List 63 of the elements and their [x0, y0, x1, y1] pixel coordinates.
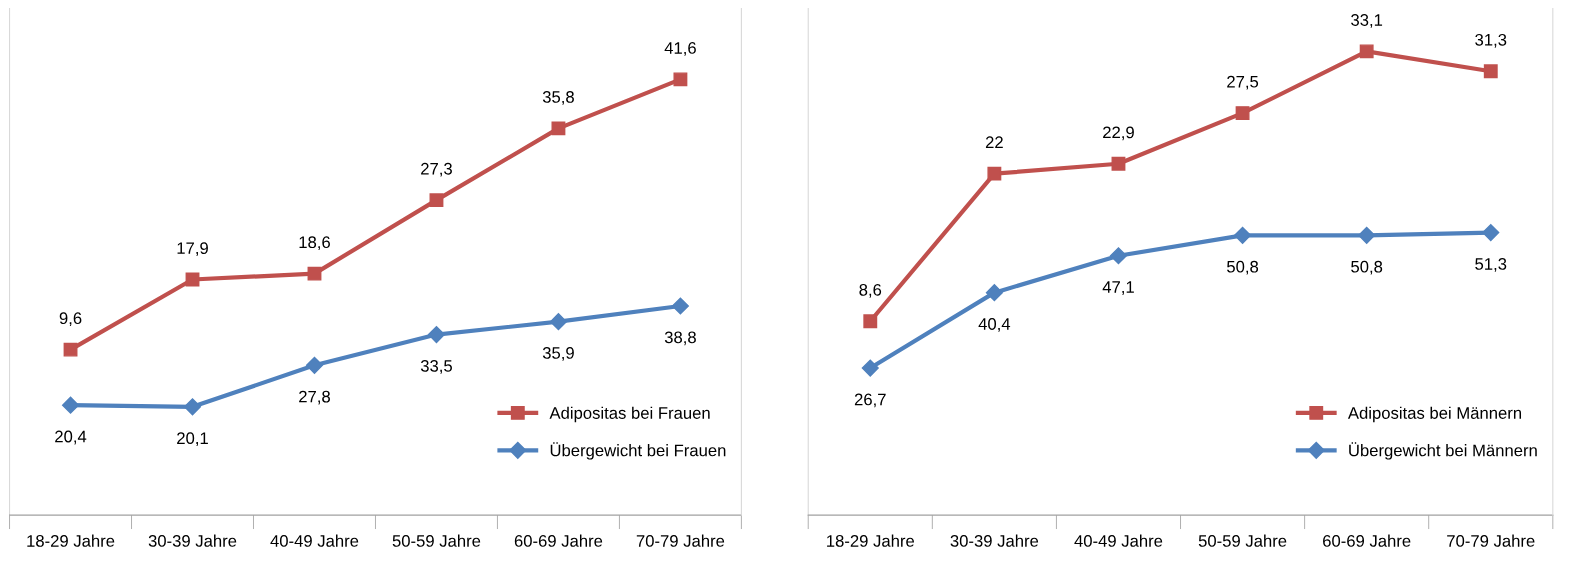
- data-label: 20,1: [177, 432, 208, 447]
- point: [1483, 64, 1498, 79]
- x-tick-label: 70-79 Jahre: [1447, 534, 1535, 547]
- x-tick-label: 18-29 Jahre: [27, 534, 115, 547]
- x-tick-label: 50-59 Jahre: [1198, 534, 1287, 547]
- point: [183, 398, 202, 416]
- point: [861, 359, 879, 377]
- x-tick-label: 40-49 Jahre: [270, 534, 359, 547]
- point: [63, 342, 78, 357]
- data-label: 27,8: [299, 390, 330, 405]
- point: [61, 396, 80, 414]
- legend-label: Übergewicht bei Männern: [1349, 442, 1537, 460]
- x-tick-label: 30-39 Jahre: [148, 534, 237, 547]
- data-label: 51,3: [1475, 258, 1507, 272]
- point: [549, 313, 567, 331]
- x-tick-label: 18-29 Jahre: [827, 534, 915, 547]
- x-tick-label: 60-69 Jahre: [1323, 534, 1411, 547]
- data-label: 40,4: [978, 318, 1011, 332]
- point: [551, 121, 566, 136]
- data-label: 22,9: [1103, 126, 1134, 141]
- point: [863, 314, 878, 329]
- data-label: 31,3: [1475, 33, 1507, 48]
- x-tick-label: 70-79 Jahre: [636, 534, 725, 547]
- x-tick-label: 40-49 Jahre: [1074, 534, 1163, 547]
- point: [1482, 224, 1500, 242]
- data-label: 33,5: [420, 360, 452, 374]
- data-label: 20,4: [55, 430, 87, 445]
- data-label: 35,8: [542, 91, 574, 105]
- data-label: 18,6: [299, 236, 330, 251]
- data-label: 47,1: [1102, 281, 1134, 295]
- point: [305, 356, 324, 374]
- point: [427, 326, 446, 344]
- data-label: 22: [985, 136, 1003, 148]
- data-label: 33,1: [1351, 14, 1383, 28]
- data-label: 50,8: [1351, 260, 1383, 275]
- data-label: 8,6: [859, 283, 882, 298]
- data-label: 41,6: [664, 42, 696, 56]
- x-tick-label: 50-59 Jahre: [392, 534, 481, 547]
- point: [307, 266, 322, 281]
- data-label: 26,7: [854, 393, 886, 408]
- data-label: 27,5: [1227, 75, 1259, 90]
- point: [1111, 156, 1126, 171]
- point: [673, 72, 688, 87]
- point: [1109, 247, 1128, 265]
- x-tick-label: 60-69 Jahre: [514, 534, 603, 547]
- data-label: 35,9: [542, 347, 574, 361]
- point: [987, 166, 1002, 181]
- point: [1235, 106, 1250, 121]
- data-label: 9,6: [59, 312, 82, 327]
- legend-label: Adipositas bei Männern: [1347, 406, 1522, 423]
- legend-label: Übergewicht bei Frauen: [550, 442, 726, 460]
- point: [985, 284, 1003, 302]
- data-label: 50,8: [1227, 260, 1259, 275]
- x-tick-label: 30-39 Jahre: [950, 534, 1039, 547]
- point: [429, 193, 444, 208]
- legend-label: Adipositas bei Frauen: [549, 406, 710, 423]
- data-label: 27,3: [421, 162, 452, 177]
- data-label: 17,9: [177, 242, 208, 256]
- point: [1234, 226, 1252, 244]
- point: [1358, 226, 1376, 244]
- point: [1359, 44, 1374, 59]
- point: [671, 297, 689, 315]
- data-label: 38,8: [664, 331, 696, 346]
